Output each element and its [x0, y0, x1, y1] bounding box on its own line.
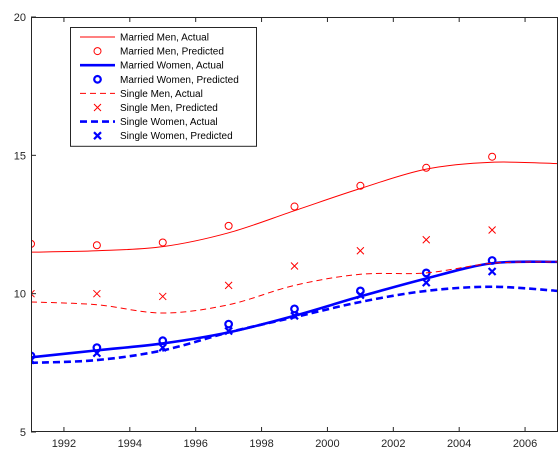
legend: Married Men, Actual Married Men, Predicte… [70, 27, 257, 147]
data-point-single-women-predicted-1999 [290, 311, 299, 321]
data-point-married-women-predicted-1997 [224, 319, 234, 329]
x-tick-label-2002: 2002 [381, 438, 405, 450]
legend-entry-single-men-predicted: Single Men, Predicted [93, 103, 218, 114]
legend-entry-married-men-predicted: Married Men, Predicted [93, 47, 224, 58]
legend-symbol-single-women-predicted [93, 131, 102, 140]
series-married-men-predicted [31, 152, 497, 250]
series-single-men-actual [31, 261, 558, 314]
data-point-single-men-predicted-2005 [488, 226, 496, 234]
data-point-single-women-predicted-1997 [224, 326, 233, 336]
data-point-single-women-predicted-2003 [421, 278, 431, 287]
data-point-married-men-predicted-1991 [31, 239, 35, 248]
x-tick-label-1998: 1998 [249, 438, 273, 450]
data-point-married-women-predicted-1993 [92, 343, 102, 353]
data-point-single-men-predicted-1991 [31, 289, 35, 298]
data-point-single-women-predicted-1991 [31, 355, 36, 365]
x-tick-label-1992: 1992 [52, 438, 76, 450]
legend-label-single-women-actual: Single Women, Actual [120, 117, 218, 128]
data-point-single-women-predicted-1993 [92, 348, 102, 358]
legend-label-single-men-actual: Single Men, Actual [120, 89, 203, 100]
data-point-single-men-predicted-1999 [290, 262, 299, 270]
legend-symbol-married-women-predicted [93, 74, 102, 84]
y-tick-label-5: 5 [20, 427, 26, 439]
data-point-married-men-predicted-2003 [422, 163, 431, 172]
x-tick-label-1996: 1996 [183, 438, 207, 450]
data-point-married-women-predicted-1995 [158, 336, 168, 346]
legend-label-married-men-actual: Married Men, Actual [120, 33, 209, 44]
series-married-men-actual [31, 161, 558, 253]
legend-label-single-women-predicted: Single Women, Predicted [120, 131, 233, 142]
legend-label-married-women-actual: Married Women, Actual [120, 61, 224, 72]
data-point-married-men-predicted-1997 [224, 221, 233, 230]
data-point-married-women-predicted-2005 [487, 256, 497, 265]
legend-symbol-single-men-predicted [93, 103, 102, 112]
data-layer [31, 152, 558, 365]
legend-entry-married-women-predicted: Married Women, Predicted [93, 74, 239, 86]
data-point-single-women-predicted-2001 [356, 290, 365, 300]
series-line-married-men-actual [31, 161, 558, 253]
data-point-single-men-predicted-2003 [422, 235, 431, 244]
series-line-single-men-actual [31, 261, 558, 314]
legend-entry-single-women-predicted: Single Women, Predicted [93, 131, 233, 142]
data-point-single-women-predicted-2005 [487, 267, 497, 276]
legend-entry-single-women-actual: Single Women, Actual [80, 117, 218, 128]
legend-label-married-men-predicted: Married Men, Predicted [120, 47, 224, 58]
series-single-men-predicted [31, 226, 496, 301]
x-tick-label-1994: 1994 [118, 438, 142, 450]
data-point-single-men-predicted-1995 [158, 292, 167, 301]
x-tick-label-2006: 2006 [513, 438, 537, 450]
legend-label-married-women-predicted: Married Women, Predicted [120, 75, 239, 86]
data-point-married-women-predicted-1999 [290, 304, 299, 314]
data-point-married-men-predicted-1993 [92, 241, 101, 250]
data-point-single-women-predicted-1995 [158, 343, 168, 352]
legend-entry-single-men-actual: Single Men, Actual [80, 89, 203, 100]
data-point-single-men-predicted-1997 [224, 281, 233, 290]
x-tick-label-2000: 2000 [315, 438, 339, 450]
legend-entry-married-men-actual: Married Men, Actual [80, 33, 209, 44]
data-point-single-men-predicted-2001 [356, 246, 365, 255]
y-tick-label-20: 20 [14, 12, 26, 24]
data-point-married-men-predicted-2001 [356, 181, 365, 190]
data-point-single-men-predicted-1993 [93, 289, 101, 298]
y-tick-label-10: 10 [14, 289, 26, 301]
data-point-married-men-predicted-1999 [290, 202, 299, 211]
y-tick-label-15: 15 [14, 150, 26, 162]
data-point-married-men-predicted-2005 [488, 152, 497, 161]
data-point-married-men-predicted-1995 [158, 238, 167, 247]
legend-entry-married-women-actual: Married Women, Actual [80, 61, 224, 72]
x-tick-label-2004: 2004 [447, 438, 471, 450]
series-single-women-predicted [31, 267, 497, 365]
legend-box [70, 27, 257, 147]
legend-label-single-men-predicted: Single Men, Predicted [120, 103, 218, 114]
legend-symbol-married-men-predicted [93, 47, 102, 56]
